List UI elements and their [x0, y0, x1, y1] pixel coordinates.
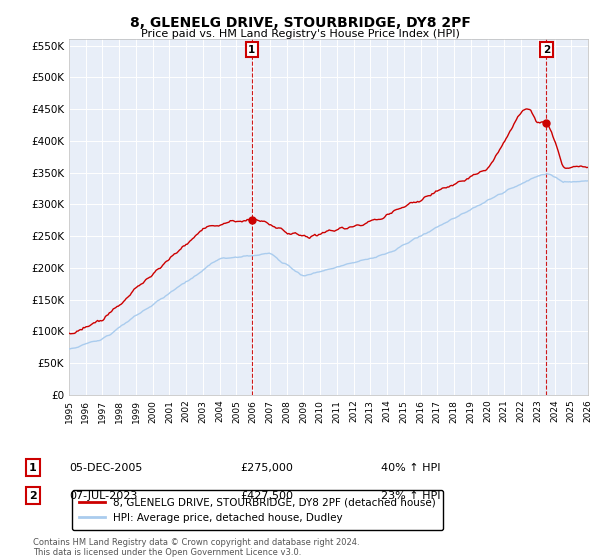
Text: £275,000: £275,000	[240, 463, 293, 473]
Text: Contains HM Land Registry data © Crown copyright and database right 2024.
This d: Contains HM Land Registry data © Crown c…	[33, 538, 359, 557]
Text: 2: 2	[29, 491, 37, 501]
Text: 07-JUL-2023: 07-JUL-2023	[69, 491, 137, 501]
Text: 1: 1	[29, 463, 37, 473]
Text: 8, GLENELG DRIVE, STOURBRIDGE, DY8 2PF: 8, GLENELG DRIVE, STOURBRIDGE, DY8 2PF	[130, 16, 470, 30]
Text: 23% ↑ HPI: 23% ↑ HPI	[381, 491, 440, 501]
Text: 05-DEC-2005: 05-DEC-2005	[69, 463, 142, 473]
Text: 1: 1	[248, 45, 256, 54]
Text: 40% ↑ HPI: 40% ↑ HPI	[381, 463, 440, 473]
Text: £427,500: £427,500	[240, 491, 293, 501]
Text: 2: 2	[543, 45, 550, 54]
Legend: 8, GLENELG DRIVE, STOURBRIDGE, DY8 2PF (detached house), HPI: Average price, det: 8, GLENELG DRIVE, STOURBRIDGE, DY8 2PF (…	[71, 490, 443, 530]
Text: Price paid vs. HM Land Registry's House Price Index (HPI): Price paid vs. HM Land Registry's House …	[140, 29, 460, 39]
